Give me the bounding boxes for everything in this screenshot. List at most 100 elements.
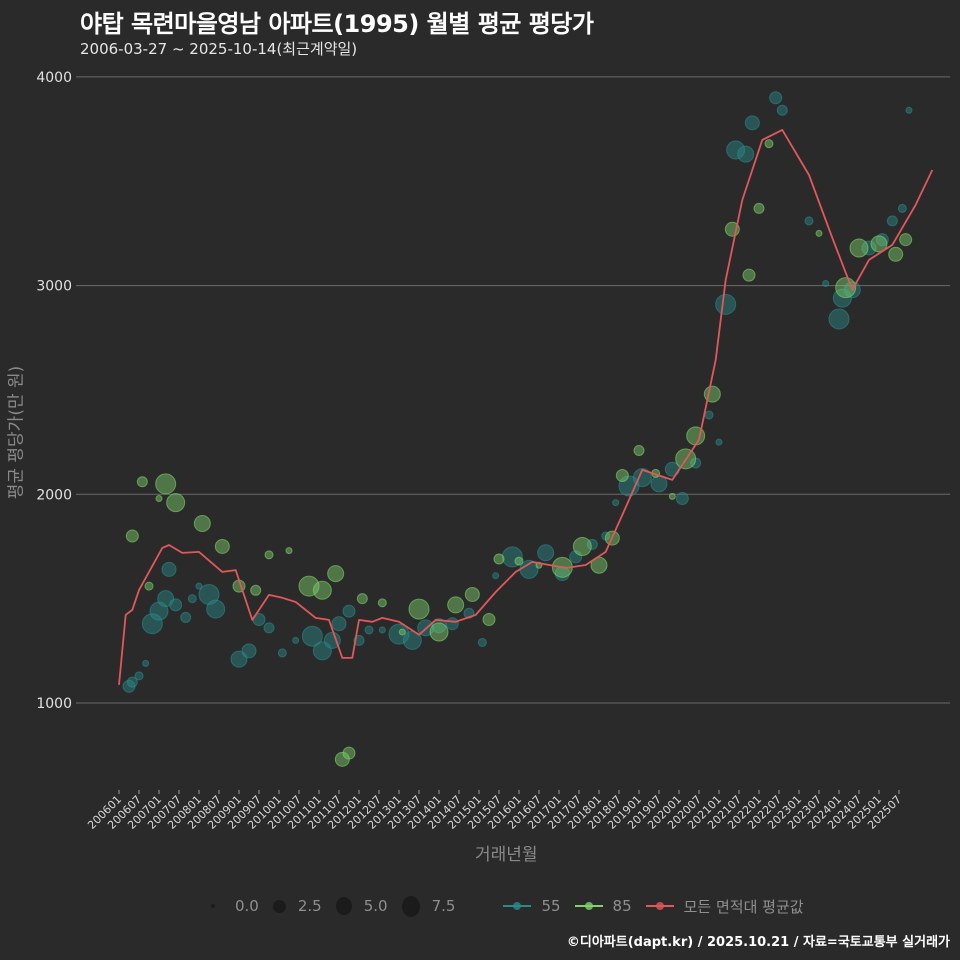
red-line-icon — [645, 902, 674, 910]
legend-size-label: 7.5 — [431, 897, 456, 915]
data-point — [241, 643, 257, 659]
source-caption: ©디아파트(dapt.kr) / 2025.10.21 / 자료=국토교통부 실… — [566, 935, 950, 950]
data-point — [408, 598, 430, 620]
data-point — [828, 308, 850, 330]
data-point — [285, 547, 293, 555]
data-point — [815, 229, 823, 237]
chart-subtitle: 2006-03-27 ~ 2025-10-14(최근계약일) — [80, 40, 358, 58]
legend-size-label: 5.0 — [363, 897, 388, 915]
data-point — [514, 556, 524, 566]
data-point — [193, 515, 211, 533]
size-dot-icon — [401, 895, 420, 917]
data-point — [633, 444, 645, 456]
data-point — [195, 582, 203, 590]
legend-size-2-5: 2.5 — [272, 897, 322, 915]
data-point — [250, 584, 262, 596]
data-point — [804, 216, 814, 226]
size-dot-icon — [335, 897, 352, 915]
data-point — [668, 492, 676, 500]
data-point — [264, 550, 274, 560]
data-point — [312, 580, 332, 600]
data-point — [835, 277, 857, 299]
data-point — [899, 233, 913, 247]
data-point — [569, 550, 583, 564]
series-55-points — [122, 91, 913, 693]
data-point — [764, 139, 774, 149]
data-point — [501, 546, 523, 568]
data-point — [615, 469, 629, 483]
data-point — [136, 476, 148, 488]
data-point — [327, 565, 345, 583]
data-point — [298, 575, 320, 597]
data-point — [429, 622, 449, 642]
data-point — [263, 622, 275, 634]
series-85-points — [125, 139, 913, 767]
data-point — [292, 636, 300, 644]
data-point — [166, 493, 186, 513]
data-point — [125, 529, 139, 543]
data-point — [378, 626, 386, 634]
data-point — [726, 140, 746, 160]
data-point — [323, 631, 341, 649]
data-point — [849, 238, 869, 258]
teal-line-icon — [503, 902, 532, 910]
legend-series-average: 모든 면적대 평균값 — [645, 896, 804, 917]
data-point — [477, 637, 487, 647]
data-point — [142, 659, 150, 667]
data-point — [445, 617, 459, 631]
data-point — [822, 280, 830, 288]
data-point — [331, 616, 347, 632]
legend-size-label: 0.0 — [235, 897, 259, 915]
data-point — [398, 628, 406, 636]
legend-size-5: 5.0 — [335, 897, 388, 915]
data-point — [356, 593, 368, 605]
data-point — [214, 538, 230, 554]
legend-size-7-5: 7.5 — [401, 895, 456, 917]
y-axis-label: 평균 평당가(만 원) — [6, 365, 27, 500]
legend-series-55: 55 — [503, 897, 561, 915]
data-point — [875, 233, 889, 247]
x-axis-label: 거래년월 — [475, 845, 538, 865]
legend-series-85: 85 — [574, 897, 632, 915]
data-point — [744, 115, 760, 131]
data-point — [870, 235, 888, 253]
y-tick-label: 3000 — [36, 279, 72, 295]
data-point — [753, 202, 765, 214]
data-point — [704, 410, 714, 420]
data-point — [277, 648, 287, 658]
data-point — [169, 598, 183, 612]
data-point — [155, 494, 163, 502]
data-point — [776, 104, 788, 116]
data-point — [342, 746, 356, 760]
data-point — [886, 215, 898, 227]
size-dot-icon — [272, 899, 286, 913]
legend: 0.0 2.5 5.0 7.5 55 85 모든 면적대 평균값 — [205, 895, 818, 917]
data-point — [126, 676, 138, 688]
data-point — [180, 611, 192, 623]
average-line — [118, 129, 934, 685]
data-point — [155, 473, 177, 495]
y-tick-label: 1000 — [36, 696, 72, 712]
y-tick-label: 2000 — [36, 487, 72, 503]
data-point — [206, 599, 226, 619]
data-point — [198, 583, 220, 605]
data-point — [715, 438, 723, 446]
gridlines — [76, 76, 950, 704]
data-point — [742, 268, 756, 282]
data-point — [301, 625, 323, 647]
data-point — [161, 561, 177, 577]
data-point — [342, 604, 356, 618]
size-dot-icon — [211, 904, 215, 908]
legend-series-label: 85 — [612, 897, 632, 915]
data-point — [537, 544, 555, 562]
data-point — [769, 91, 783, 105]
data-point — [364, 625, 374, 635]
data-point — [612, 499, 620, 507]
y-tick-label: 4000 — [36, 70, 72, 86]
data-point — [905, 106, 913, 114]
data-point — [141, 613, 163, 635]
data-point — [482, 613, 496, 627]
data-point — [187, 594, 197, 604]
data-point — [493, 553, 505, 565]
